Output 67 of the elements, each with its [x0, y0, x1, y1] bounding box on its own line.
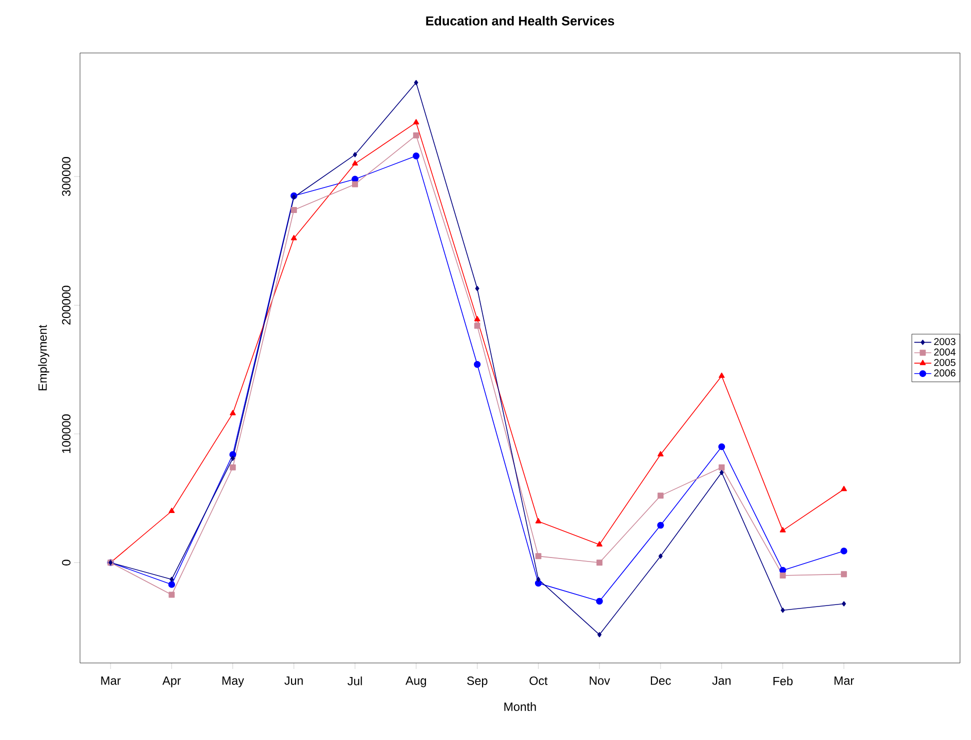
point [230, 456, 235, 461]
y-tick-label: 0 [62, 560, 70, 566]
point [780, 608, 785, 613]
legend-label: 2004 [934, 348, 956, 356]
legend-label: 2005 [934, 358, 956, 366]
point [596, 541, 602, 546]
point [230, 464, 236, 470]
point [718, 372, 725, 378]
point [658, 554, 663, 559]
point [596, 560, 602, 566]
point [230, 410, 236, 416]
point [474, 316, 480, 322]
point [840, 571, 847, 578]
point [170, 576, 174, 582]
point [475, 286, 480, 292]
point [290, 234, 297, 240]
point [842, 601, 846, 606]
y-axis-title: Employment [38, 324, 50, 390]
x-tick-label: May [222, 676, 244, 688]
point [352, 152, 358, 158]
point [168, 508, 175, 514]
point [168, 581, 176, 588]
point [535, 553, 542, 560]
point [840, 486, 847, 492]
legend-label: 2003 [934, 338, 956, 346]
point [474, 361, 481, 368]
point [658, 492, 664, 499]
x-tick-label: Nov [590, 676, 610, 685]
x-tick-label: Apr [162, 676, 181, 688]
x-tick-label: Jan [712, 676, 731, 685]
x-tick-label: Jul [348, 676, 362, 686]
point [840, 548, 848, 554]
x-tick-label: Aug [406, 676, 426, 688]
point [413, 119, 420, 124]
point [597, 632, 602, 638]
y-tick-label: 300000 [62, 157, 70, 196]
point [718, 443, 726, 450]
point [718, 464, 725, 470]
point [780, 572, 786, 578]
point [657, 522, 664, 529]
point [474, 322, 480, 329]
point [536, 576, 540, 582]
x-axis-title: Month [504, 702, 536, 711]
point [168, 592, 175, 598]
point [720, 470, 724, 476]
point [413, 132, 420, 138]
point [290, 206, 297, 213]
point [412, 152, 420, 160]
point [292, 194, 296, 200]
point [658, 451, 664, 456]
chart-title: Education and Health Services [426, 16, 614, 26]
point [352, 181, 358, 188]
point [535, 518, 542, 524]
point [352, 160, 358, 166]
y-tick-label: 200000 [62, 286, 70, 325]
point [596, 598, 603, 605]
legend-label: 2006 [934, 369, 956, 376]
x-tick-label: Jun [284, 676, 303, 685]
y-tick-label: 100000 [62, 414, 70, 453]
x-tick-label: Dec [650, 676, 671, 685]
x-tick-label: Feb [773, 676, 793, 686]
x-tick-label: Sep [467, 676, 488, 688]
point [780, 527, 786, 532]
x-tick-label: Mar [834, 676, 854, 685]
x-tick-label: Mar [101, 676, 121, 685]
point [414, 80, 418, 86]
x-tick-label: Oct [530, 676, 548, 685]
